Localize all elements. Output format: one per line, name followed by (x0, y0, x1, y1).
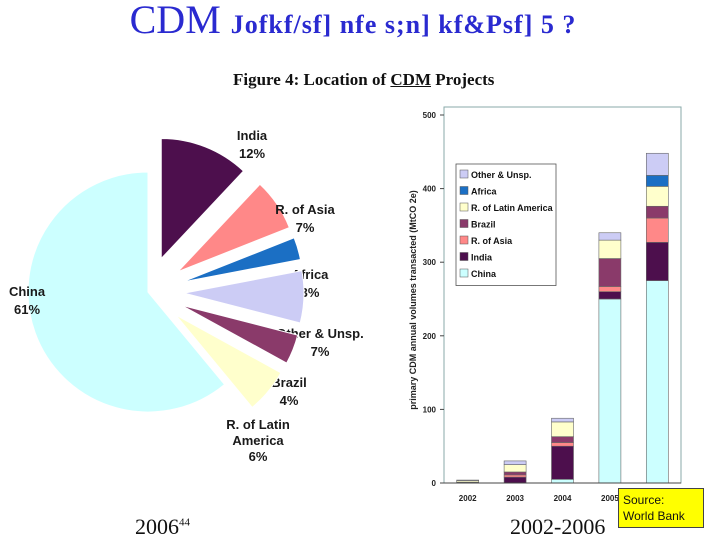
slide-title-latin: CDM (129, 0, 221, 42)
bar-segment-2003-other-unsp (503, 460, 527, 465)
legend-swatch-africa (459, 186, 469, 195)
pie-slice-r-of-asia (177, 183, 290, 273)
bar-segment-2004-brazil (551, 436, 574, 443)
bar-segment-2002-other-unsp (456, 479, 480, 482)
legend-label-r-of-asia: R. of Asia (471, 236, 513, 246)
bar-segment-2006-r-of-latin-america (645, 186, 669, 207)
pie-label-other-unsp: Other & Unsp. 7% (276, 326, 363, 359)
bar-segment-2005-r-of-asia (598, 286, 622, 292)
pie-label-india: India 12% (237, 128, 268, 161)
legend-swatch-india (459, 252, 469, 261)
pie-chart: India 12%R. of Asia 7%Africa 3%Other & Unsp… (9, 128, 364, 464)
legend-label-brazil: Brazil (471, 220, 496, 230)
pie-label-brazil: Brazil 4% (271, 375, 306, 408)
legend-label-india: India (471, 253, 493, 263)
figure-title: Figure 4: Location of CDM Projects (233, 70, 494, 90)
bar-segment-2003-india (503, 476, 527, 484)
bar-segment-2005-india (598, 291, 622, 300)
bar-segment-2006-india (645, 242, 669, 281)
y-axis-label: primary CDM annual volumes transacted (M… (408, 190, 418, 410)
bar-segment-2005-china (598, 298, 622, 484)
pie-label-china: China 61% (9, 284, 46, 317)
figure-title-prefix: Figure 4: Location of (233, 70, 387, 89)
bar-segment-2004-other-unsp (551, 417, 574, 423)
source-label: Source: (623, 493, 665, 507)
legend-label-r-of-latin-america: R. of Latin America (471, 203, 554, 213)
legend-swatch-other-unsp (459, 169, 469, 179)
bar-segment-2006-r-of-asia (645, 217, 669, 243)
legend-swatch-r-of-latin-america (459, 202, 469, 212)
x-tick-label-2005: 2005 (601, 494, 619, 503)
pie-slice-brazil (181, 304, 299, 364)
x-tick-label-2004: 2004 (554, 494, 572, 503)
stacked-bar-chart: 0 100 200 300 400 500 primary CDM annual volum… (408, 106, 682, 503)
footnote-superscript: 44 (179, 516, 190, 529)
bar-segment-2005-brazil (598, 258, 622, 287)
bar-segment-2006-other-unsp (645, 152, 669, 176)
figure-title-suffix: Projects (435, 70, 495, 89)
pie-slice-india (160, 138, 245, 260)
legend-swatch-china (459, 268, 469, 278)
footnote-right: 2002-2006 (510, 514, 606, 539)
bar-segment-2005-other-unsp (598, 232, 622, 241)
bar-segment-2005-r-of-latin-america (598, 239, 622, 259)
legend-swatch-r-of-asia (459, 235, 469, 245)
legend-label-other-unsp: Other & Unsp. (471, 170, 532, 180)
pie-label-r-of-asia: R. of Asia 7% (275, 202, 335, 235)
slide-title-rest: Jofkf/sf] nfe s;n] kf&Psf] 5 ? (230, 10, 577, 39)
pie-slice-r-of-latin-america (175, 314, 282, 409)
legend-box (455, 163, 557, 286)
pie-slice-china (27, 171, 226, 413)
legend-label-africa: Africa (471, 187, 498, 197)
pie-slice-africa (182, 237, 302, 283)
figure-title-underlined: CDM (390, 70, 432, 89)
pie-label-r-of-latin-america: R. of Latin America 6% (226, 417, 290, 464)
x-tick-label-2003: 2003 (506, 494, 524, 503)
bar-segment-2004-r-of-latin-america (551, 421, 574, 437)
bar-segment-2004-r-of-asia (551, 442, 574, 447)
pie-slice-other-unsp (183, 270, 305, 324)
bar-segment-2006-brazil (645, 205, 669, 219)
y-tick-label-0: 0 (432, 479, 437, 488)
y-tick-label-400: 400 (423, 185, 437, 194)
footnote-left-year: 2006 (135, 514, 179, 539)
legend-swatch-brazil (459, 219, 469, 228)
x-tick-label-2002: 2002 (459, 494, 477, 503)
bar-segment-2004-india (551, 445, 574, 480)
footnote-left: 200644 (135, 514, 190, 540)
y-tick-label-100: 100 (423, 405, 437, 414)
bar-segment-2003-r-of-asia (503, 474, 527, 478)
bar-segment-2004-china (551, 479, 574, 484)
bar-segment-2006-china (645, 280, 669, 484)
slide-title: CDM Jofkf/sf] nfe s;n] kf&Psf] 5 ? (0, 0, 706, 44)
y-tick-label-500: 500 (423, 111, 437, 120)
bar-segment-2006-africa (645, 175, 669, 187)
source-box: Source: World Bank (618, 488, 704, 528)
y-tick-label-200: 200 (423, 332, 437, 341)
bar-segment-2003-r-of-latin-america (503, 464, 527, 473)
bar-segment-2003-brazil (503, 471, 527, 476)
source-value: World Bank (623, 509, 685, 523)
legend-label-china: China (471, 269, 497, 279)
y-tick-label-300: 300 (423, 258, 437, 267)
